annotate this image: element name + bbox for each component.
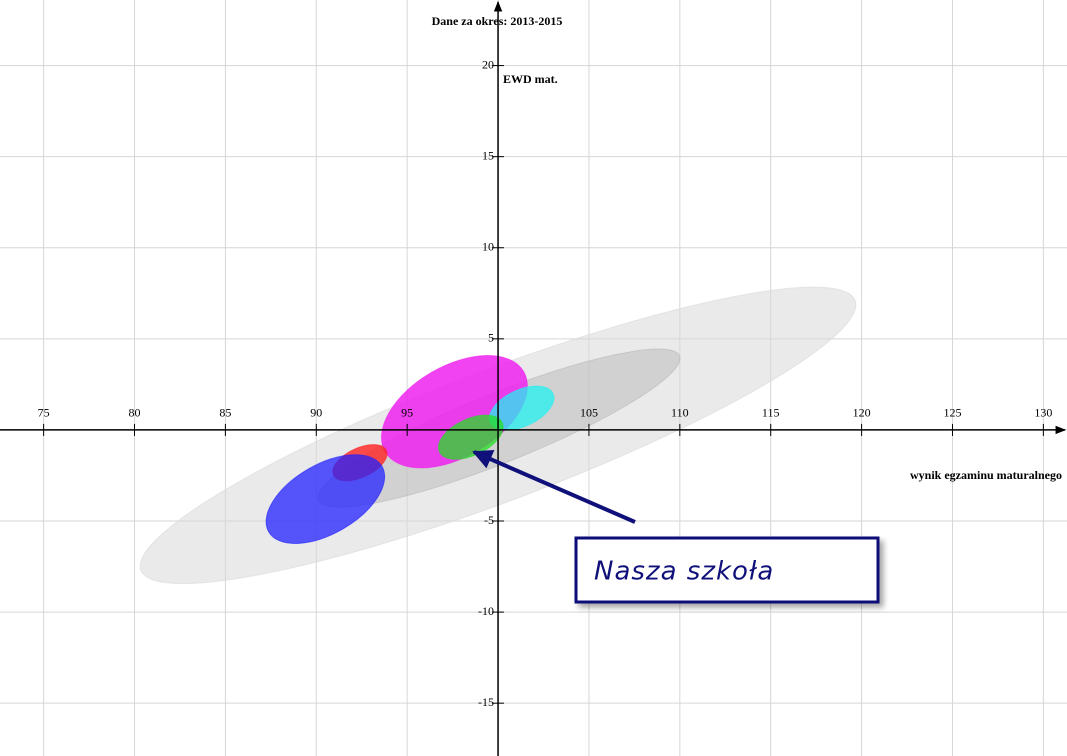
y-tick-label: 10 xyxy=(482,239,494,253)
y-tick-label: 15 xyxy=(482,148,494,162)
x-tick-label: 90 xyxy=(310,406,322,420)
x-tick-label: 95 xyxy=(401,406,413,420)
annotation: Nasza szkoła xyxy=(594,557,774,587)
x-tick-label: 115 xyxy=(762,406,780,420)
x-tick-label: 110 xyxy=(671,406,689,420)
x-tick-label: 75 xyxy=(38,406,50,420)
y-axis-label: EWD mat. xyxy=(503,72,558,86)
x-tick-label: 125 xyxy=(943,406,961,420)
y-tick-label: -15 xyxy=(478,695,494,709)
annotation-box xyxy=(574,536,880,604)
x-tick-label: 105 xyxy=(580,406,598,420)
x-tick-label: 130 xyxy=(1034,406,1052,420)
y-tick-label: -5 xyxy=(484,513,494,527)
annotation-arrow xyxy=(472,450,636,524)
x-tick-label: 85 xyxy=(219,406,231,420)
x-tick-label: 120 xyxy=(853,406,871,420)
ellipse xyxy=(265,454,386,545)
x-axis-label: wynik egzaminu maturalnego xyxy=(910,468,1062,482)
chart-title: Dane za okres: 2013-2015 xyxy=(432,14,563,28)
x-tick-label: 80 xyxy=(129,406,141,420)
y-tick-label: 5 xyxy=(488,331,494,345)
y-tick-label: 20 xyxy=(482,57,494,71)
y-tick-label: -10 xyxy=(478,604,494,618)
